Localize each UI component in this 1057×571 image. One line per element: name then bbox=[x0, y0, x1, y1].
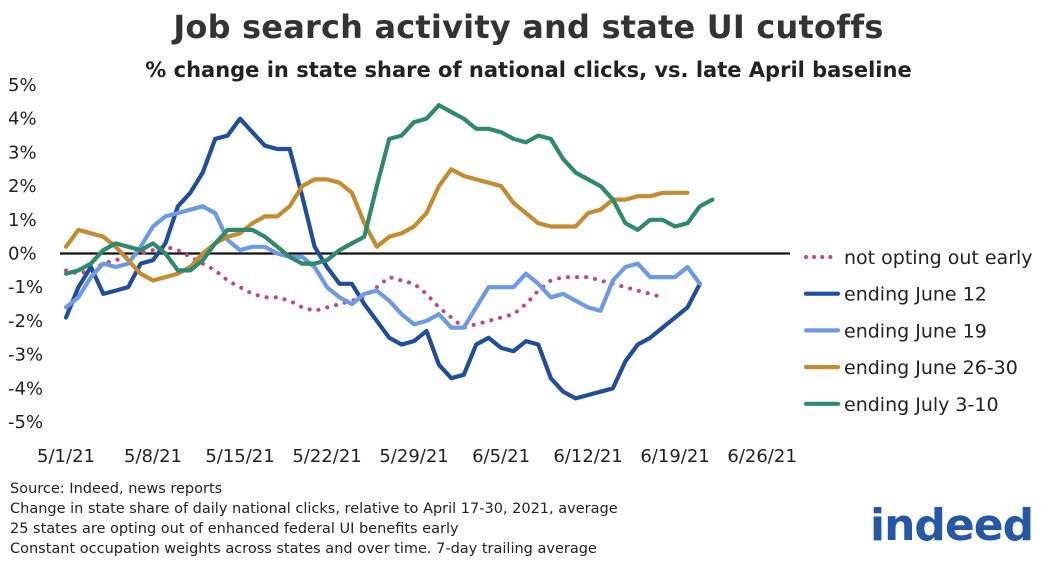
x-tick-label: 5/8/21 bbox=[124, 446, 182, 467]
y-tick-label: -4% bbox=[8, 378, 43, 399]
y-tick-label: -5% bbox=[8, 412, 43, 433]
chart-subtitle: % change in state share of national clic… bbox=[145, 58, 912, 82]
legend-label: ending June 12 bbox=[844, 284, 987, 306]
x-tick-label: 6/26/21 bbox=[727, 446, 796, 467]
legend-label: not opting out early bbox=[844, 247, 1033, 269]
series-line-ending-july-3-10 bbox=[63, 103, 715, 276]
x-tick-label: 6/5/21 bbox=[472, 446, 530, 467]
y-tick-label: -3% bbox=[8, 345, 43, 366]
x-tick-label: 5/22/21 bbox=[292, 446, 361, 467]
chart-title: Job search activity and state UI cutoffs bbox=[173, 8, 884, 46]
series-line-ending-june-12 bbox=[63, 116, 703, 401]
series-line-ending-june-26-30 bbox=[63, 167, 690, 283]
note-source: Source: Indeed, news reports bbox=[10, 481, 223, 497]
y-tick-label: -2% bbox=[8, 311, 43, 332]
logo-text: indeed bbox=[870, 500, 1034, 551]
legend-label: ending June 26-30 bbox=[844, 357, 1018, 379]
note-states: 25 states are opting out of enhanced fed… bbox=[10, 521, 459, 537]
y-tick-label: 0% bbox=[8, 244, 37, 265]
y-tick-label: 2% bbox=[8, 176, 37, 197]
series-line-ending-june-19 bbox=[63, 204, 703, 330]
note-weights: Constant occupation weights across state… bbox=[10, 541, 597, 557]
x-tick-label: 5/1/21 bbox=[37, 446, 95, 467]
note-method: Change in state share of daily national … bbox=[10, 501, 618, 517]
indeed-logo: indeed bbox=[870, 500, 1034, 551]
legend-label: ending June 19 bbox=[844, 320, 987, 342]
chart-notes: Source: Indeed, news reports Change in s… bbox=[10, 479, 618, 559]
y-tick-label: 5% bbox=[8, 75, 37, 96]
y-tick-label: 1% bbox=[8, 210, 37, 231]
legend-label: ending July 3-10 bbox=[844, 394, 999, 416]
x-tick-label: 5/29/21 bbox=[379, 446, 448, 467]
series-line-not-opting-out-early bbox=[64, 244, 665, 330]
x-tick-label: 6/12/21 bbox=[553, 446, 622, 467]
x-tick-label: 5/15/21 bbox=[205, 446, 274, 467]
y-tick-label: 4% bbox=[8, 109, 37, 130]
y-tick-label: -1% bbox=[8, 277, 43, 298]
x-tick-label: 6/19/21 bbox=[640, 446, 709, 467]
y-tick-label: 3% bbox=[8, 142, 37, 163]
